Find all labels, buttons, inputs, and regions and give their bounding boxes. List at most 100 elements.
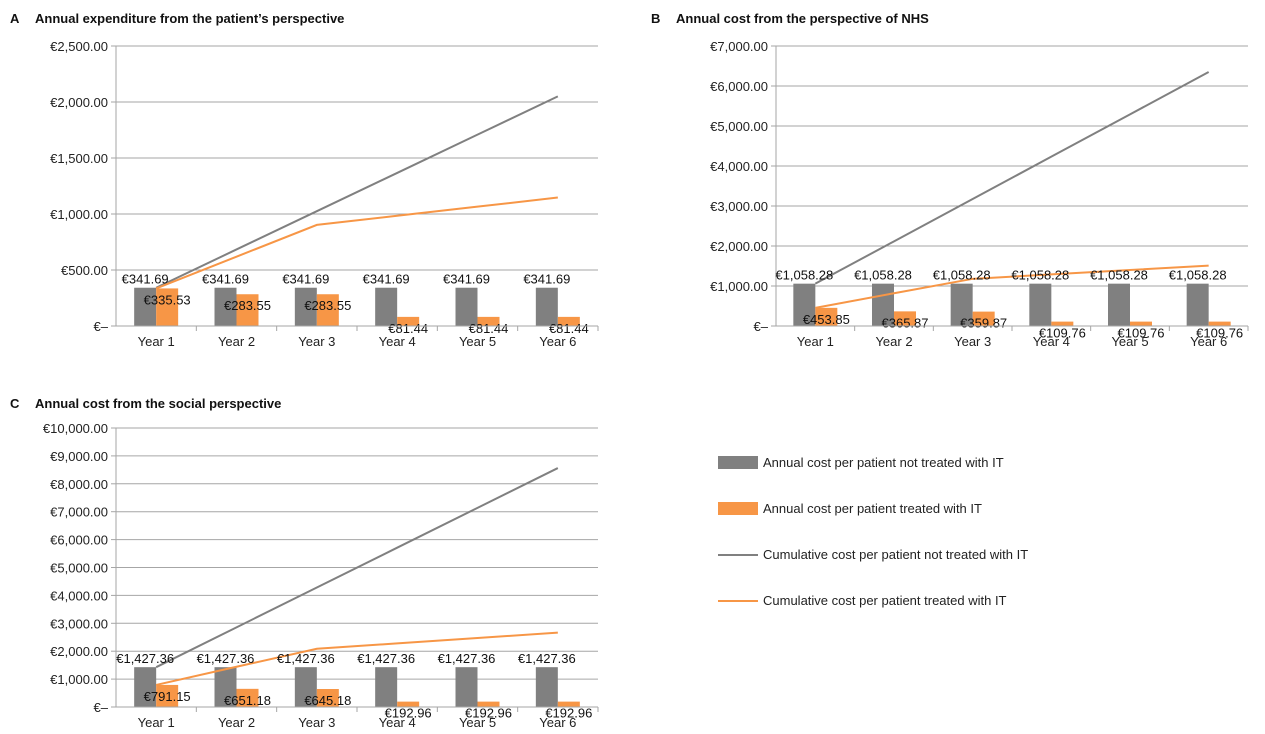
x-tick-label: Year 5 xyxy=(1111,334,1148,349)
data-label-treated: €109.76 xyxy=(1039,326,1086,341)
data-label-treated: €335.53 xyxy=(144,292,191,307)
legend-swatch-gray-line xyxy=(718,553,758,556)
bar-treated xyxy=(557,316,580,326)
x-tick-label: Year 6 xyxy=(1190,334,1227,349)
panel-title: Annual expenditure from the patient’s pe… xyxy=(35,11,344,26)
x-tick-label: Year 4 xyxy=(1033,334,1070,349)
line-cumulative-treated xyxy=(155,196,558,290)
x-tick-label: Year 5 xyxy=(459,715,496,730)
panel-letter: C xyxy=(10,396,20,411)
legend-label: Annual cost per patient not treated with… xyxy=(763,455,1004,470)
y-tick-label: €– xyxy=(754,319,769,334)
x-tick-label: Year 3 xyxy=(298,715,335,730)
bar-not-treated xyxy=(294,667,317,707)
data-label-treated: €109.76 xyxy=(1196,326,1243,341)
y-tick-label: €3,000.00 xyxy=(710,199,768,214)
legend-label: Cumulative cost per patient not treated … xyxy=(763,547,1029,562)
y-tick-label: €1,000.00 xyxy=(710,279,768,294)
data-label-treated: €359.87 xyxy=(960,316,1007,331)
bar-not-treated xyxy=(1186,283,1209,326)
data-label-treated: €651.18 xyxy=(224,693,271,708)
y-tick-label: €– xyxy=(94,319,109,334)
bar-treated xyxy=(156,684,179,707)
data-label-treated: €192.96 xyxy=(385,706,432,721)
bar-treated xyxy=(397,701,420,707)
bar-treated xyxy=(316,688,339,707)
data-label-not-treated: €1,427.36 xyxy=(357,651,415,666)
data-label-not-treated: €1,058.28 xyxy=(933,268,991,283)
data-label-not-treated: €1,058.28 xyxy=(1090,268,1148,283)
x-tick-label: Year 2 xyxy=(218,334,255,349)
line-cumulative-not-treated xyxy=(814,71,1210,285)
legend-swatch-orange-bar xyxy=(718,502,758,515)
panel-title: Annual cost from the perspective of NHS xyxy=(676,11,929,26)
y-tick-label: €5,000.00 xyxy=(710,119,768,134)
x-tick-label: Year 1 xyxy=(138,715,175,730)
bar-not-treated xyxy=(375,667,398,707)
data-label-treated: €453.85 xyxy=(803,312,850,327)
bar-treated xyxy=(1208,321,1231,326)
data-label-not-treated: €341.69 xyxy=(122,272,169,287)
data-label-treated: €283.55 xyxy=(224,298,271,313)
y-tick-label: €4,000.00 xyxy=(710,159,768,174)
y-tick-label: €9,000.00 xyxy=(50,449,108,464)
y-tick-label: €1,000.00 xyxy=(50,672,108,687)
bar-not-treated xyxy=(793,283,816,326)
y-tick-label: €500.00 xyxy=(61,263,108,278)
data-label-not-treated: €341.69 xyxy=(282,272,329,287)
bar-not-treated xyxy=(455,287,478,326)
x-tick-label: Year 6 xyxy=(539,715,576,730)
data-label-not-treated: €1,058.28 xyxy=(854,268,912,283)
data-label-not-treated: €341.69 xyxy=(523,272,570,287)
y-tick-label: €6,000.00 xyxy=(50,533,108,548)
data-label-treated: €283.55 xyxy=(304,298,351,313)
y-tick-label: €5,000.00 xyxy=(50,561,108,576)
y-tick-label: €2,500.00 xyxy=(50,39,108,54)
data-label-treated: €791.15 xyxy=(144,689,191,704)
data-label-treated: €81.44 xyxy=(469,321,509,336)
bar-not-treated xyxy=(294,287,317,326)
data-label-not-treated: €341.69 xyxy=(363,272,410,287)
data-label-not-treated: €1,427.36 xyxy=(518,651,576,666)
panel-title: Annual cost from the social perspective xyxy=(35,396,281,411)
panel-letter: B xyxy=(651,11,660,26)
bar-not-treated xyxy=(134,287,157,326)
bar-not-treated xyxy=(214,667,237,707)
bar-not-treated xyxy=(375,287,398,326)
line-cumulative-treated xyxy=(155,631,558,686)
data-label-treated: €192.96 xyxy=(465,706,512,721)
y-tick-label: €– xyxy=(94,700,109,715)
bar-not-treated xyxy=(1108,283,1130,326)
line-cumulative-treated xyxy=(815,264,1209,309)
bar-treated xyxy=(236,688,259,707)
line-cumulative-not-treated xyxy=(155,467,559,669)
legend-label: Annual cost per patient treated with IT xyxy=(763,501,982,516)
bar-treated xyxy=(1130,321,1152,326)
legend-item-annual-treated: Annual cost per patient treated with IT xyxy=(718,498,1028,519)
data-label-treated: €81.44 xyxy=(549,321,589,336)
panel-letter: A xyxy=(10,11,20,26)
y-tick-label: €4,000.00 xyxy=(50,588,108,603)
bar-treated xyxy=(1051,321,1074,326)
legend-swatch-gray-bar xyxy=(718,456,758,469)
y-tick-label: €8,000.00 xyxy=(50,477,108,492)
data-label-not-treated: €1,427.36 xyxy=(438,651,496,666)
bar-treated xyxy=(477,316,500,326)
data-label-treated: €192.96 xyxy=(545,706,592,721)
bar-treated xyxy=(236,294,259,326)
x-tick-label: Year 2 xyxy=(875,334,912,349)
data-label-treated: €109.76 xyxy=(1118,326,1165,341)
line-cumulative-not-treated xyxy=(155,95,559,289)
x-tick-label: Year 5 xyxy=(459,334,496,349)
bar-not-treated xyxy=(950,283,973,326)
y-tick-label: €2,000.00 xyxy=(50,95,108,110)
y-tick-label: €10,000.00 xyxy=(43,421,108,436)
legend-item-cumulative-not-treated: Cumulative cost per patient not treated … xyxy=(718,544,1028,565)
y-tick-label: €2,000.00 xyxy=(50,644,108,659)
bar-not-treated xyxy=(214,287,237,326)
bar-not-treated xyxy=(1029,283,1052,326)
data-label-not-treated: €1,058.28 xyxy=(775,268,833,283)
bar-not-treated xyxy=(535,667,558,707)
legend-swatch-orange-line xyxy=(718,599,758,602)
